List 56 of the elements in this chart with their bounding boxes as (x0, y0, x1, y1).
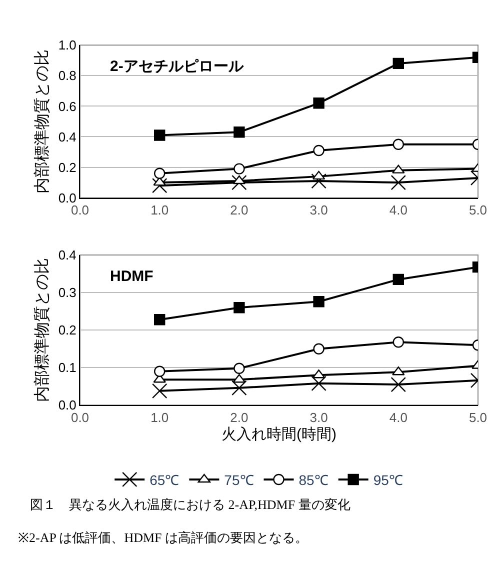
point (311, 376, 326, 391)
point (390, 376, 406, 392)
point (313, 296, 324, 308)
y-axis-title: 内部標準物質との比 (33, 258, 52, 402)
point (392, 58, 404, 70)
point (152, 383, 168, 398)
point (152, 178, 168, 194)
y-tick-label: 1.0 (58, 38, 76, 53)
y-tick-label: 0.2 (58, 322, 76, 338)
point (313, 98, 324, 109)
x-tick-label: 3.0 (310, 410, 328, 425)
point (234, 302, 245, 314)
point (232, 380, 247, 396)
point (392, 336, 404, 348)
y-tick-label: 0.6 (58, 98, 76, 114)
point (154, 168, 166, 179)
y-tick-label: 0.8 (58, 68, 76, 84)
legend-label: 75℃ (224, 472, 254, 488)
point (313, 144, 324, 156)
x-tick-label: 2.0 (230, 202, 248, 218)
point (154, 314, 166, 326)
caption: 図１ 異なる火入れ温度における 2-AP,HDMF 量の変化 (30, 497, 350, 512)
text: ※2-AP は低評価、HDMF は高評価の要因となる。 (18, 530, 308, 545)
point (234, 163, 245, 174)
point (234, 362, 245, 374)
legend-label: 65℃ (150, 472, 180, 488)
text: HDMF (110, 268, 154, 285)
point (154, 366, 166, 377)
x-tick-label: 3.0 (310, 202, 328, 218)
x-tick-label: 4.0 (389, 202, 408, 218)
y-tick-label: 0.3 (58, 285, 76, 300)
point (390, 174, 406, 190)
point (313, 343, 324, 354)
x-tick-label: 1.0 (150, 202, 169, 218)
y-tick-label: 0.2 (58, 160, 76, 175)
point (311, 173, 326, 189)
y-tick-label: 0.1 (58, 360, 76, 376)
x-tick-label: 1.0 (150, 410, 169, 425)
point (392, 274, 404, 286)
y-tick-label: 0.4 (58, 129, 76, 144)
legend-label: 95℃ (373, 472, 403, 488)
point (232, 175, 246, 184)
point (234, 126, 245, 138)
y-tick-label: 0.4 (58, 248, 76, 263)
point (232, 174, 247, 190)
point (392, 138, 404, 150)
point (154, 130, 166, 141)
x-tick-label: 4.0 (389, 410, 408, 425)
text: 2-アセチルピロール (110, 58, 244, 75)
point (312, 170, 326, 180)
x-tick-label: 5.0 (468, 202, 488, 218)
x-tick-label: 5.0 (468, 410, 488, 425)
x-axis-title: 火入れ時間(時間) (222, 426, 336, 443)
x-tick-label: 2.0 (230, 410, 248, 425)
legend-label: 85℃ (298, 472, 328, 488)
y-axis-title: 内部標準物質との比 (33, 49, 52, 194)
